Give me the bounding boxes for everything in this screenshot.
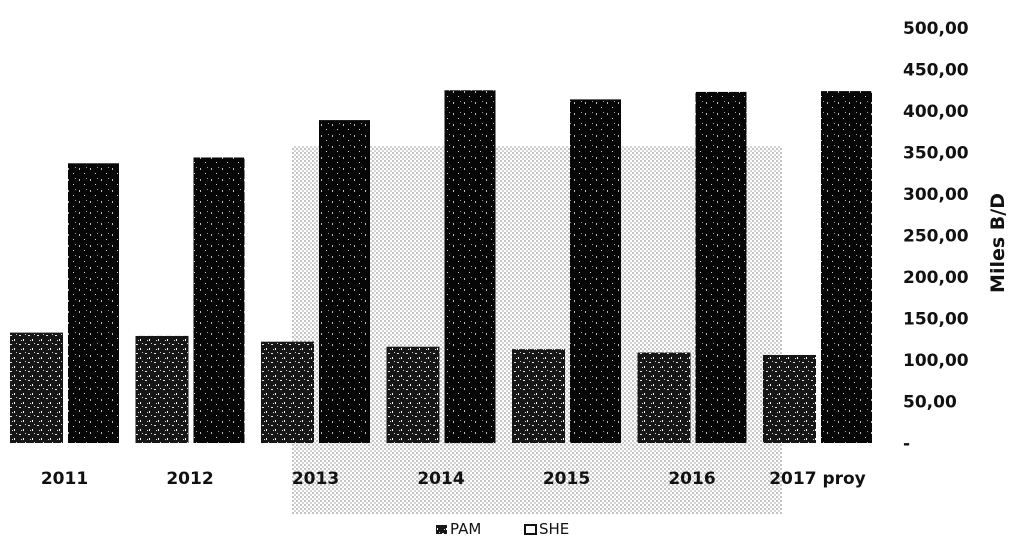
- x-tick-label: 2012: [166, 469, 213, 489]
- bar-pam-2016: [637, 352, 691, 443]
- y-tick-labels: - 50,00 100,00 150,00 200,00 250,00 300,00 350,…: [903, 19, 969, 454]
- x-tick-label: 2014: [417, 469, 464, 489]
- bar-pam-2012: [135, 335, 189, 443]
- y-axis-label: Miles B/D: [987, 193, 1009, 293]
- bar-she-2015: [570, 99, 621, 444]
- bar-she-2012: [193, 157, 245, 443]
- x-tick-labels: 2011 2012 2013 2014 2015 2016 2017 proy: [41, 469, 866, 489]
- y-tick-label: 50,00: [903, 393, 957, 413]
- legend-label-she: SHE: [539, 520, 569, 538]
- bar-pam-2014: [386, 346, 440, 443]
- x-tick-label: 2015: [543, 469, 590, 489]
- bar-she-2013: [319, 120, 370, 443]
- bar-she-2017-proy: [821, 91, 872, 443]
- y-tick-label: 450,00: [903, 61, 969, 81]
- y-tick-label: 400,00: [903, 102, 969, 122]
- bar-she-2014: [444, 90, 496, 444]
- y-tick-label: 300,00: [903, 185, 969, 205]
- bar-she-2016: [695, 91, 747, 444]
- legend-swatch-she: [524, 524, 537, 535]
- y-tick-label: 250,00: [903, 227, 969, 247]
- bar-pam-2017-proy: [763, 355, 816, 443]
- x-tick-label: 2016: [668, 469, 715, 489]
- bar-she-2011: [68, 163, 119, 444]
- bar-pam-2011: [10, 332, 63, 443]
- legend: PAM SHE: [436, 520, 569, 538]
- x-tick-label: 2017 proy: [769, 469, 866, 489]
- bar-pam-2013: [261, 341, 314, 443]
- bars-group: [10, 90, 872, 444]
- y-tick-label: 200,00: [903, 268, 969, 288]
- y-tick-label: 350,00: [903, 144, 969, 164]
- y-tick-label: 500,00: [903, 19, 969, 39]
- legend-label-pam: PAM: [450, 520, 481, 538]
- x-tick-label: 2013: [292, 469, 339, 489]
- y-tick-label: 100,00: [903, 351, 969, 371]
- y-tick-label: 150,00: [903, 310, 969, 330]
- y-tick-label: -: [903, 434, 910, 454]
- bar-pam-2015: [512, 349, 565, 443]
- legend-swatch-pam: [436, 525, 447, 534]
- x-tick-label: 2011: [41, 469, 88, 489]
